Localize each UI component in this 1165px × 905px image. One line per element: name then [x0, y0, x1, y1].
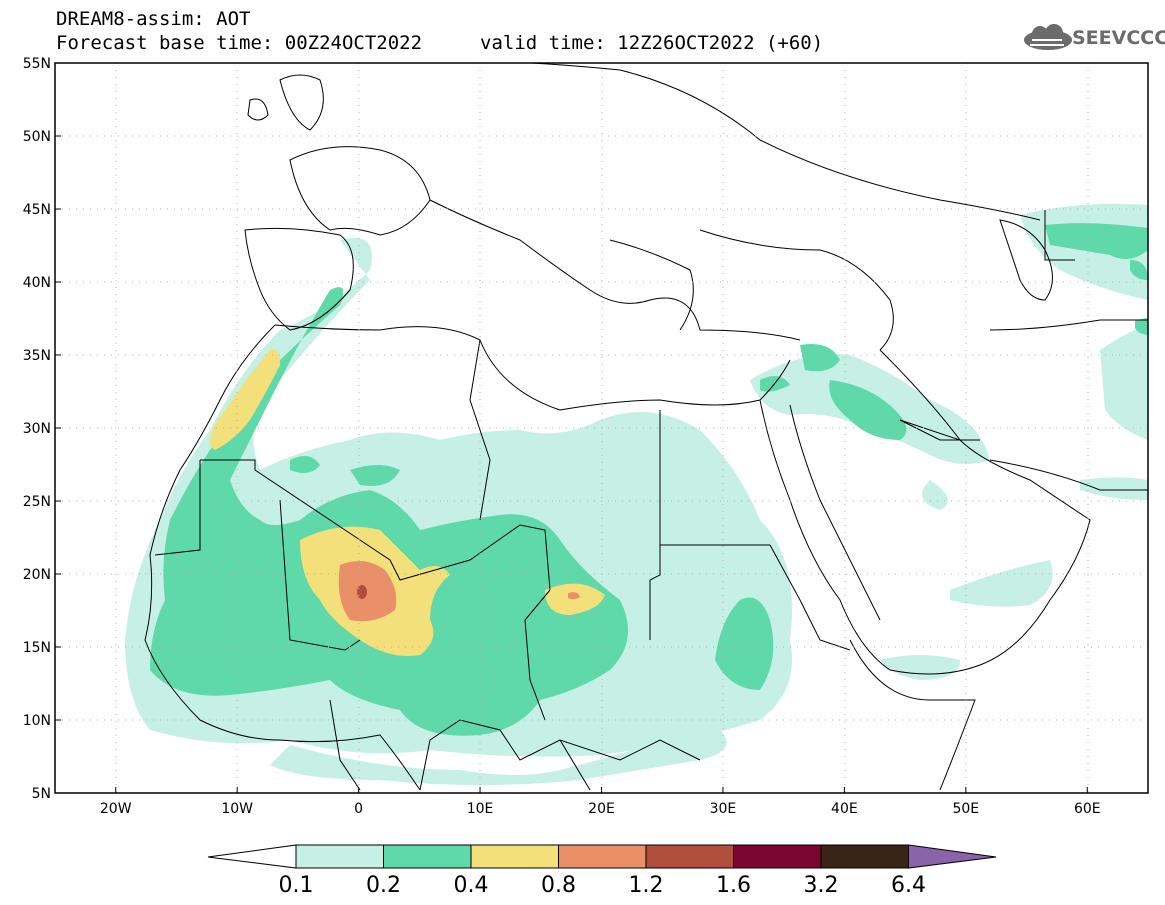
seevccc-logo	[1024, 24, 1072, 50]
colorbar-level-label: 6.4	[891, 873, 926, 898]
colorbar-swatch-0.1	[295, 844, 384, 869]
lon-tick-label: 40E	[831, 801, 858, 817]
latitude-labels: 5N 10N 15N 20N 25N 30N 35N 40N 45N 50N 55N	[23, 56, 61, 802]
lon-tick-label: 30E	[710, 801, 737, 817]
colorbar-level-label: 0.1	[279, 873, 314, 898]
lon-tick-label: 60E	[1074, 801, 1101, 817]
colorbar-swatch-1.2	[645, 844, 734, 869]
aot-band-0.2	[150, 223, 1148, 736]
map-title: DREAM8-assim: AOT	[56, 8, 251, 30]
colorbar-swatch-3.2	[820, 844, 909, 869]
lon-tick-label: 50E	[952, 801, 979, 817]
lat-tick-label: 15N	[23, 640, 51, 656]
lon-tick-label: 20W	[100, 801, 132, 817]
lat-tick-label: 40N	[23, 275, 51, 291]
lat-tick-label: 50N	[23, 129, 51, 145]
lat-tick-label: 25N	[23, 494, 51, 510]
aot-contours	[125, 63, 1148, 791]
lon-tick-label: 10E	[467, 801, 494, 817]
lon-tick-label: 20E	[588, 801, 615, 817]
lat-tick-label: 35N	[23, 348, 51, 364]
colorbar-swatch-0.2	[383, 844, 472, 869]
lat-tick-label: 10N	[23, 713, 51, 729]
aot-band-0.8	[338, 561, 580, 622]
lon-tick-label: 10W	[221, 801, 253, 817]
colorbar-level-label: 1.6	[716, 873, 751, 898]
colorbar-level-label: 0.2	[366, 873, 401, 898]
longitude-labels: 20W 10W 0 10E 20E 30E 40E 50E 60E	[100, 787, 1101, 817]
lat-tick-label: 45N	[23, 202, 51, 218]
colorbar-swatch-1.6	[733, 844, 822, 869]
lat-tick-label: 20N	[23, 567, 51, 583]
colorbar-over-triangle	[908, 844, 997, 869]
colorbar: 0.1 0.2 0.4 0.8 1.2 1.6 3.2 6.4	[207, 844, 997, 898]
colorbar-level-label: 3.2	[804, 873, 839, 898]
colorbar-under-triangle	[207, 844, 297, 869]
lat-tick-label: 5N	[32, 786, 51, 802]
aot-band-1.2	[357, 585, 367, 599]
logo-text: SEEVCCC	[1072, 27, 1165, 49]
aot-band-0.1	[125, 203, 1148, 785]
colorbar-level-label: 0.4	[454, 873, 489, 898]
base-time-label: Forecast base time: 00Z24OCT2022	[56, 32, 423, 54]
colorbar-swatch-0.8	[558, 844, 647, 869]
valid-time-label: valid time: 12Z26OCT2022 (+60)	[480, 32, 824, 54]
lat-tick-label: 30N	[23, 421, 51, 437]
lat-tick-label: 55N	[23, 56, 51, 72]
lon-tick-label: 0	[354, 801, 363, 817]
colorbar-swatch-0.4	[470, 844, 559, 869]
colorbar-level-label: 1.2	[629, 873, 664, 898]
coastlines-borders	[144, 63, 1148, 791]
lat-lon-grid	[55, 63, 1148, 793]
colorbar-level-label: 0.8	[541, 873, 576, 898]
